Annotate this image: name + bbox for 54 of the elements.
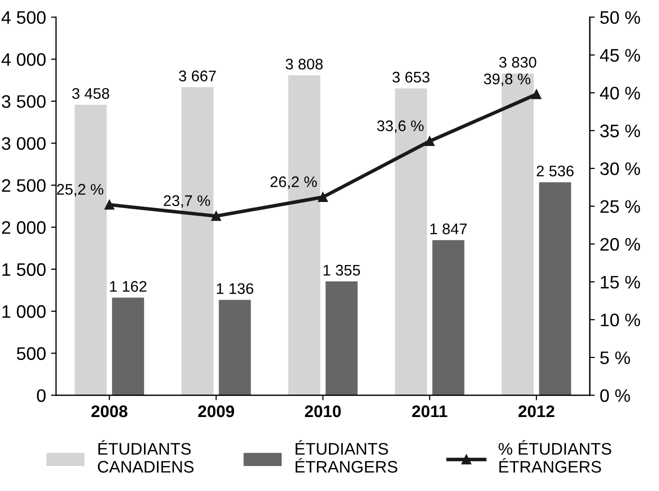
data-label: 3 808 [286,58,323,70]
y-tick-label: 1 000 [2,305,46,318]
x-tick-label: 2010 [304,405,341,418]
y-tick-label: 3 000 [2,137,46,150]
legend-label: ÉTUDIANTS ÉTRANGERS [296,440,398,473]
bar [432,240,464,396]
y2-tick-label: 10 % [600,314,640,326]
data-label: 39,8 % [484,74,530,86]
point [318,192,328,202]
y-tick-label: 2 000 [2,221,46,234]
y-tick-label: 1 500 [2,263,46,276]
point [424,136,435,146]
y2-tick-label: 35 % [600,124,640,138]
data-label: 2 536 [536,166,574,176]
data-label: 1 162 [110,281,146,292]
y2-tick-label: 5 % [600,351,630,364]
data-label: 1 355 [324,264,360,276]
y2-tick-label: 0 % [600,389,630,402]
y2-tick-label: 20 % [600,238,640,251]
y-tick-label: 4 000 [2,53,46,66]
y2-tick-label: 30 % [600,162,640,176]
y2-tick-label: 25 % [600,200,640,213]
data-label: 1 847 [430,223,467,234]
data-label: 1 136 [216,283,254,294]
y2-tick-label: 45 % [600,49,640,62]
x-tick-label: 2008 [91,405,128,418]
x-tick-label: 2012 [518,405,554,418]
legend-label: ÉTUDIANTS CANADIENS [98,440,194,473]
data-label: 26,2 % [270,176,317,189]
y-tick-label: 2 500 [2,179,46,192]
data-label: 3 830 [499,56,536,68]
y-tick-label: 0 [36,389,46,402]
y2-tick-label: 15 % [600,276,640,289]
point [211,211,222,221]
data-label: 3 653 [392,72,430,83]
bar [539,182,572,396]
x-tick-label: 2011 [412,405,448,418]
data-label: 3 458 [72,88,110,99]
point [104,200,114,210]
bar [326,281,358,396]
data-label: 3 667 [178,70,216,82]
bar [218,300,251,396]
point [532,89,542,100]
y2-tick-label: 50 % [600,11,640,24]
y-tick-label: 4 500 [2,11,46,24]
x-tick-label: 2009 [198,405,234,418]
bar [112,298,144,396]
data-label: 25,2 % [57,184,104,197]
y-tick-label: 3 500 [2,95,46,108]
data-label: 23,7 % [164,195,210,208]
data-label: 33,6 % [377,120,424,134]
y2-tick-label: 40 % [600,86,640,100]
legend-label: % ÉTUDIANTS ÉTRANGERS [498,440,612,473]
y-tick-label: 500 [16,347,46,360]
